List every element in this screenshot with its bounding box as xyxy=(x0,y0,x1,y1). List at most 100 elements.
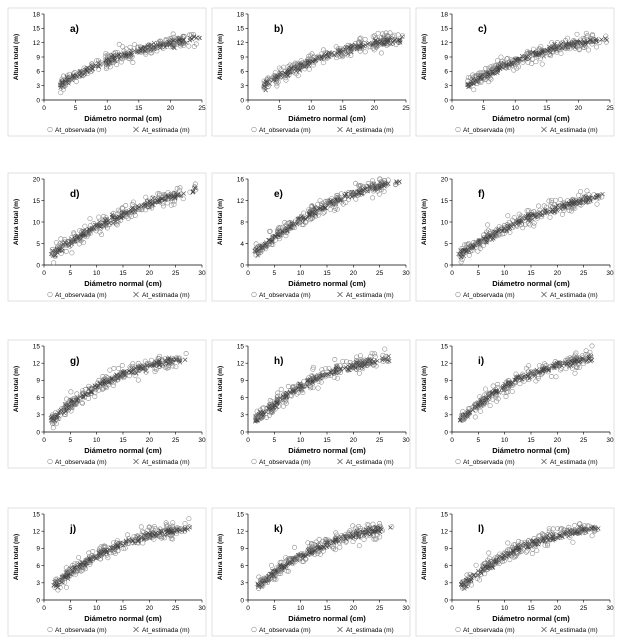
observed-point xyxy=(186,43,192,49)
x-tick-label: 30 xyxy=(402,437,410,444)
y-tick-label: 6 xyxy=(36,395,40,402)
legend-observed-label: At_observada (m) xyxy=(463,627,515,634)
y-tick-label: 6 xyxy=(444,563,448,570)
observed-point xyxy=(191,44,197,49)
x-tick-label: 10 xyxy=(93,437,101,444)
y-tick-label: 9 xyxy=(444,378,448,385)
x-tick-label: 0 xyxy=(246,437,250,444)
x-tick-label: 20 xyxy=(146,605,154,612)
observed-point xyxy=(103,53,109,59)
x-tick-label: 20 xyxy=(371,105,379,112)
x-tick-label: 5 xyxy=(477,437,481,444)
estimated-point xyxy=(60,81,65,86)
y-axis-label: Altura total (m) xyxy=(217,199,224,245)
estimated-point xyxy=(138,46,143,51)
x-axis-label: Diámetro normal (cm) xyxy=(84,614,162,623)
x-tick-label: 20 xyxy=(350,437,358,444)
y-tick-label: 5 xyxy=(444,241,448,248)
x-axis-label: Diámetro normal (cm) xyxy=(492,614,570,623)
y-tick-label: 3 xyxy=(240,83,244,90)
observed-point xyxy=(362,49,368,55)
observed-point xyxy=(189,32,194,38)
y-tick-label: 3 xyxy=(240,580,244,587)
legend-observed-label: At_observada (m) xyxy=(259,127,311,134)
x-axis-label: Diámetro normal (cm) xyxy=(288,114,366,123)
y-tick-label: 0 xyxy=(240,262,244,269)
x-tick-label: 30 xyxy=(402,270,410,277)
legend-estimated-label: At_estimada (m) xyxy=(346,127,394,134)
y-tick-label: 0 xyxy=(240,429,244,436)
y-tick-label: 18 xyxy=(237,11,245,18)
legend-estimated-label: At_estimada (m) xyxy=(346,459,394,466)
x-tick-label: 5 xyxy=(69,437,73,444)
estimated-point xyxy=(191,34,197,39)
y-tick-label: 0 xyxy=(36,262,40,269)
x-tick-label: 5 xyxy=(69,270,73,277)
y-tick-label: 0 xyxy=(240,597,244,604)
legend-observed-label: At_observada (m) xyxy=(463,127,515,134)
legend-estimated-label: At_estimada (m) xyxy=(550,627,598,634)
observed-point xyxy=(175,41,181,47)
panel-label: h) xyxy=(274,356,283,367)
y-tick-label: 15 xyxy=(441,343,449,350)
y-tick-label: 6 xyxy=(36,563,40,570)
y-tick-label: 12 xyxy=(237,40,245,47)
x-tick-label: 5 xyxy=(273,270,277,277)
observed-point xyxy=(90,62,96,68)
legend-estimated-marker xyxy=(337,126,343,133)
y-tick-label: 0 xyxy=(36,97,40,104)
x-tick-label: 25 xyxy=(580,270,588,277)
x-tick-label: 25 xyxy=(376,270,384,277)
x-tick-label: 15 xyxy=(323,270,331,277)
panel-label: b) xyxy=(274,24,283,35)
x-tick-label: 30 xyxy=(198,605,206,612)
y-tick-label: 5 xyxy=(36,241,40,248)
x-tick-label: 25 xyxy=(376,605,384,612)
x-tick-label: 15 xyxy=(119,437,127,444)
y-tick-label: 15 xyxy=(237,26,245,33)
estimated-point xyxy=(96,64,102,69)
panel-label: k) xyxy=(274,524,283,535)
x-tick-label: 10 xyxy=(501,437,509,444)
observed-point xyxy=(116,41,122,47)
x-tick-label: 20 xyxy=(146,270,154,277)
observed-point xyxy=(120,44,126,50)
estimated-point xyxy=(176,37,182,43)
y-tick-label: 16 xyxy=(237,176,245,183)
y-tick-label: 15 xyxy=(441,26,449,33)
y-tick-label: 12 xyxy=(441,529,449,536)
x-tick-label: 25 xyxy=(172,437,180,444)
estimated-point xyxy=(110,53,116,58)
observed-point xyxy=(152,44,158,50)
x-axis-label: Diámetro normal (cm) xyxy=(84,279,162,288)
y-tick-label: 12 xyxy=(441,361,449,368)
observed-point xyxy=(112,49,118,55)
panel-label: e) xyxy=(274,189,283,200)
y-tick-label: 9 xyxy=(444,546,448,553)
y-axis-label: Altura total (m) xyxy=(421,534,428,580)
legend-observed-label: At_observada (m) xyxy=(259,292,311,299)
observed-point xyxy=(167,35,173,41)
estimated-point xyxy=(172,45,177,51)
legend-observed-label: At_observada (m) xyxy=(55,459,107,466)
y-tick-label: 6 xyxy=(240,395,244,402)
estimated-point xyxy=(390,40,396,45)
observed-point xyxy=(121,54,127,60)
x-tick-label: 10 xyxy=(501,605,509,612)
estimated-point xyxy=(167,41,173,46)
x-tick-label: 0 xyxy=(42,605,46,612)
panel-label: l) xyxy=(478,524,484,535)
y-tick-label: 10 xyxy=(33,219,41,226)
x-tick-label: 15 xyxy=(323,605,331,612)
observed-point xyxy=(130,60,136,65)
x-axis-label: Diámetro normal (cm) xyxy=(492,114,570,123)
estimated-point xyxy=(400,34,405,39)
legend-observed-label: At_observada (m) xyxy=(259,459,311,466)
x-tick-label: 0 xyxy=(450,270,454,277)
y-tick-label: 9 xyxy=(240,546,244,553)
y-tick-label: 15 xyxy=(237,343,245,350)
y-tick-label: 20 xyxy=(441,176,449,183)
x-tick-label: 5 xyxy=(477,270,481,277)
y-tick-label: 18 xyxy=(33,11,41,18)
